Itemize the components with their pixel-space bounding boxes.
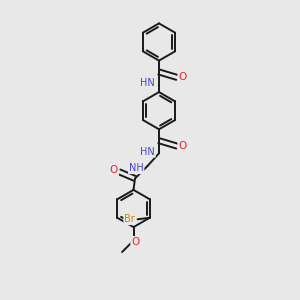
Text: O: O [110,165,118,176]
Text: O: O [178,141,187,151]
Text: NH: NH [129,163,144,173]
Text: HN: HN [140,78,155,88]
Text: O: O [178,72,187,82]
Text: HN: HN [140,147,155,157]
Text: O: O [131,237,140,247]
Text: Br: Br [124,214,135,224]
